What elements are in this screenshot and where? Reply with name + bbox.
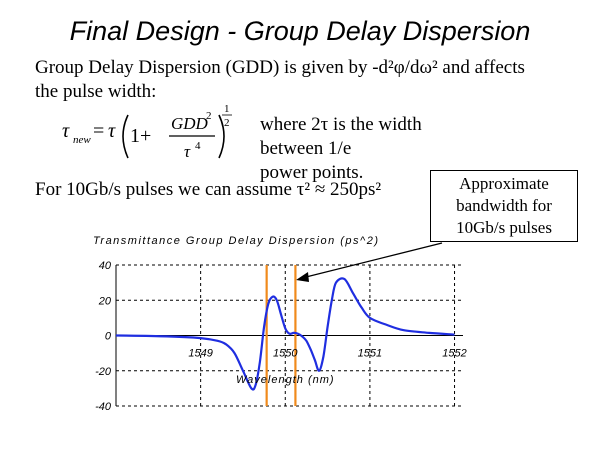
eq-denominator: τ bbox=[184, 142, 191, 161]
slide-title: Final Design - Group Delay Dispersion bbox=[69, 16, 531, 46]
bandwidth-callout: Approximate bandwidth for 10Gb/s pulses bbox=[430, 170, 578, 242]
tick-labels: 40 20 0 -20 -40 1549 1550 1551 1552 bbox=[95, 260, 467, 413]
eq-right-paren bbox=[218, 114, 225, 159]
eq-equals: = bbox=[93, 120, 104, 142]
pulse-width-equation: τ new = τ 1+ GDD 2 τ 4 1 2 bbox=[62, 103, 232, 161]
chart-grid bbox=[116, 264, 463, 407]
eq-lhs-sub: new bbox=[73, 134, 91, 146]
y-tick-label: 0 bbox=[105, 331, 112, 343]
x-tick-label: 1551 bbox=[358, 348, 382, 360]
x-tick-label: 1549 bbox=[188, 348, 212, 360]
eq-numerator: GDD bbox=[171, 114, 209, 133]
callout-line-3: 10Gb/s pulses bbox=[456, 218, 552, 237]
y-tick-label: -20 bbox=[95, 366, 112, 378]
callout-arrow bbox=[296, 242, 443, 282]
gdd-curve bbox=[115, 277, 455, 391]
intro-text: Group Delay Dispersion (GDD) is given by… bbox=[35, 56, 575, 104]
gdd-series-line bbox=[115, 277, 455, 391]
x-axis-label: Wavelength (nm) bbox=[236, 374, 335, 386]
assume-text: For 10Gb/s pulses we can assume τ² ≈ 250… bbox=[35, 179, 382, 200]
eq-left-paren bbox=[122, 114, 129, 159]
y-tick-label: 20 bbox=[98, 295, 112, 307]
eq-tau: τ bbox=[108, 120, 116, 142]
x-tick-label: 1550 bbox=[273, 348, 298, 360]
callout-line-2: bandwidth for bbox=[456, 196, 552, 215]
callout-line-1: Approximate bbox=[459, 174, 549, 193]
eq-outer-exp-num: 1 bbox=[224, 103, 230, 115]
x-tick-label: 1552 bbox=[442, 348, 466, 360]
eq-lhs: τ bbox=[62, 120, 70, 142]
eq-outer-exp-den: 2 bbox=[224, 117, 230, 129]
y-tick-label: -40 bbox=[95, 401, 112, 413]
eq-numerator-exp: 2 bbox=[206, 110, 212, 122]
intro-line-1: Group Delay Dispersion (GDD) is given by… bbox=[35, 57, 525, 78]
gdd-chart: Transmittance Group Delay Dispersion (ps… bbox=[93, 235, 467, 413]
chart-title: Transmittance Group Delay Dispersion (ps… bbox=[93, 235, 379, 247]
y-tick-label: 40 bbox=[99, 260, 112, 272]
bandwidth-markers bbox=[265, 265, 297, 406]
intro-line-2: the pulse width: bbox=[35, 81, 157, 102]
where-text: where 2τ is the width between 1/e power … bbox=[260, 113, 460, 185]
eq-one-plus: 1+ bbox=[130, 125, 151, 147]
where-line-2: power points. bbox=[260, 162, 364, 183]
eq-denominator-exp: 4 bbox=[195, 140, 201, 152]
where-line-1: where 2τ is the width between 1/e bbox=[260, 114, 422, 159]
